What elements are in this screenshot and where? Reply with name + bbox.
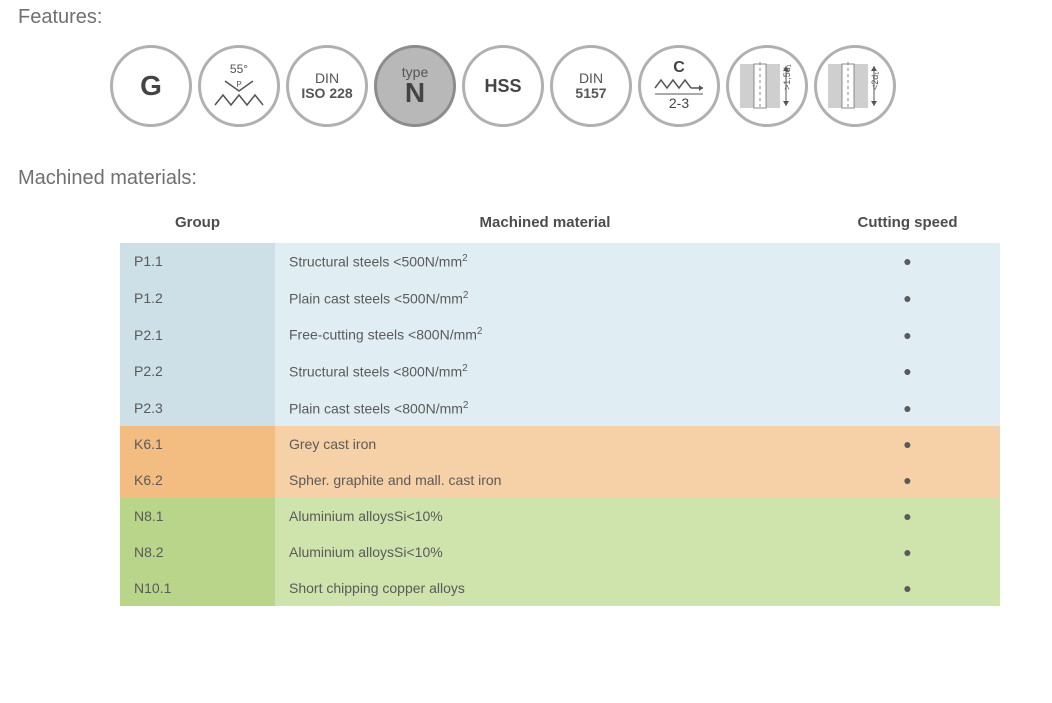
chamfer-icon: C 2-3 xyxy=(649,58,709,114)
materials-tbody: P1.1 Structural steels <500N/mm2 ● P1.2 … xyxy=(120,243,1000,606)
cell-speed: ● xyxy=(815,534,1000,570)
materials-table: Group Machined material Cutting speed P1… xyxy=(120,206,1000,606)
feature-badge-typeN: type N xyxy=(374,45,456,127)
cell-material: Structural steels <500N/mm2 xyxy=(275,243,815,280)
feature-badge-din5157: DIN 5157 xyxy=(550,45,632,127)
cell-material: Short chipping copper alloys xyxy=(275,570,815,606)
feature-badge-depth15d: >1,5d₁ xyxy=(726,45,808,127)
cell-group: P2.3 xyxy=(120,390,275,427)
features-row: G 55° P DIN ISO 228type NHSSDIN 5157 C 2… xyxy=(110,45,1052,127)
features-title: Features: xyxy=(18,6,1052,29)
table-row: P2.1 Free-cutting steels <800N/mm2 ● xyxy=(120,316,1000,353)
badge-line1: DIN xyxy=(315,71,339,86)
table-row: N8.1 Aluminium alloysSi<10% ● xyxy=(120,498,1000,534)
table-row: N8.2 Aluminium alloysSi<10% ● xyxy=(120,534,1000,570)
cell-group: K6.1 xyxy=(120,426,275,462)
cell-speed: ● xyxy=(815,462,1000,498)
table-row: P1.1 Structural steels <500N/mm2 ● xyxy=(120,243,1000,280)
cell-speed: ● xyxy=(815,280,1000,317)
cell-group: P2.1 xyxy=(120,316,275,353)
feature-badge-hss: HSS xyxy=(462,45,544,127)
badge-text: HSS xyxy=(484,77,521,96)
cell-material: Free-cutting steels <800N/mm2 xyxy=(275,316,815,353)
feature-badge-depth2d: <2d₁ xyxy=(814,45,896,127)
table-row: K6.2 Spher. graphite and mall. cast iron… xyxy=(120,462,1000,498)
feature-badge-din228: DIN ISO 228 xyxy=(286,45,368,127)
cell-group: P1.1 xyxy=(120,243,275,280)
cell-group: N8.2 xyxy=(120,534,275,570)
table-row: P2.2 Structural steels <800N/mm2 ● xyxy=(120,353,1000,390)
cell-material: Grey cast iron xyxy=(275,426,815,462)
badge-line1: DIN xyxy=(579,71,603,86)
col-speed: Cutting speed xyxy=(815,206,1000,243)
col-group: Group xyxy=(120,206,275,243)
hole-depth-icon: >1,5d₁ xyxy=(734,56,800,116)
svg-text:C: C xyxy=(673,59,685,76)
cell-speed: ● xyxy=(815,316,1000,353)
svg-text:>1,5d₁: >1,5d₁ xyxy=(782,64,792,90)
cell-group: P1.2 xyxy=(120,280,275,317)
badge-line2: ISO 228 xyxy=(301,86,352,101)
cell-material: Aluminium alloysSi<10% xyxy=(275,498,815,534)
badge-text: G xyxy=(140,72,162,100)
table-row: K6.1 Grey cast iron ● xyxy=(120,426,1000,462)
table-row: P2.3 Plain cast steels <800N/mm2 ● xyxy=(120,390,1000,427)
materials-title: Machined materials: xyxy=(18,167,1052,190)
col-material: Machined material xyxy=(275,206,815,243)
cell-material: Plain cast steels <800N/mm2 xyxy=(275,390,815,427)
cell-group: N10.1 xyxy=(120,570,275,606)
cell-speed: ● xyxy=(815,426,1000,462)
cell-material: Aluminium alloysSi<10% xyxy=(275,534,815,570)
cell-material: Plain cast steels <500N/mm2 xyxy=(275,280,815,317)
svg-text:2-3: 2-3 xyxy=(669,95,689,111)
cell-speed: ● xyxy=(815,390,1000,427)
materials-thead: Group Machined material Cutting speed xyxy=(120,206,1000,243)
table-row: P1.2 Plain cast steels <500N/mm2 ● xyxy=(120,280,1000,317)
cell-group: P2.2 xyxy=(120,353,275,390)
thread-angle-icon: 55° P xyxy=(209,61,269,111)
badge-line2: 5157 xyxy=(575,86,606,101)
cell-speed: ● xyxy=(815,498,1000,534)
feature-badge-angle55: 55° P xyxy=(198,45,280,127)
cell-group: N8.1 xyxy=(120,498,275,534)
cell-speed: ● xyxy=(815,570,1000,606)
materials-table-wrap: Group Machined material Cutting speed P1… xyxy=(120,206,1000,606)
svg-text:55°: 55° xyxy=(230,62,248,76)
hole-depth-icon: <2d₁ xyxy=(822,56,888,116)
feature-badge-g: G xyxy=(110,45,192,127)
svg-text:<2d₁: <2d₁ xyxy=(870,72,880,90)
feature-badge-c23: C 2-3 xyxy=(638,45,720,127)
table-row: N10.1 Short chipping copper alloys ● xyxy=(120,570,1000,606)
cell-speed: ● xyxy=(815,243,1000,280)
svg-text:P: P xyxy=(236,80,241,89)
cell-speed: ● xyxy=(815,353,1000,390)
cell-material: Structural steels <800N/mm2 xyxy=(275,353,815,390)
cell-group: K6.2 xyxy=(120,462,275,498)
cell-material: Spher. graphite and mall. cast iron xyxy=(275,462,815,498)
badge-line2: N xyxy=(405,79,425,107)
